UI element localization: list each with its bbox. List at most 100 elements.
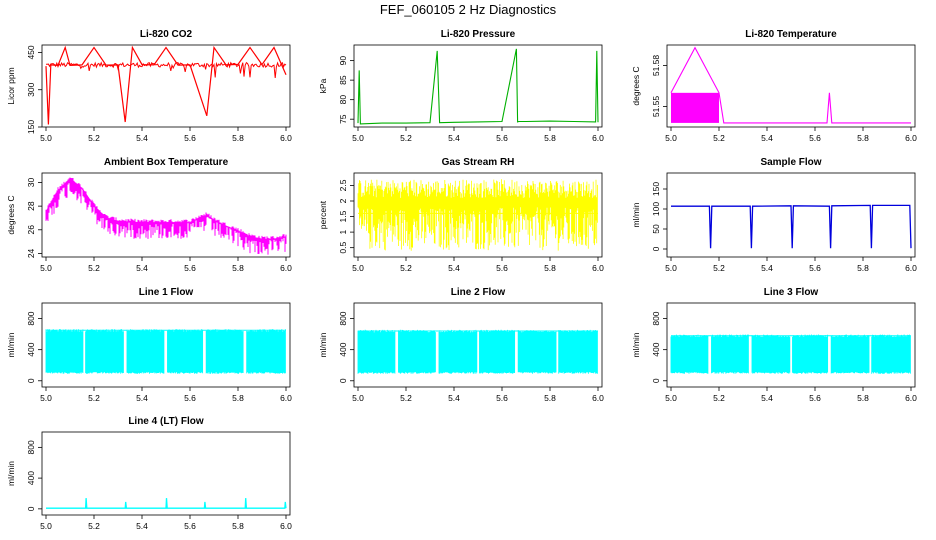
- x-tick-label: 5.4: [136, 521, 148, 531]
- y-tick-label: 85: [338, 75, 348, 85]
- y-tick-label: 300: [26, 82, 36, 96]
- x-tick-label: 5.2: [400, 393, 412, 403]
- chart-panel-1: Li-820 CO2 5.0 5.2 5.4 5.6 5.8 6.0 150 300 450 Lic…: [6, 29, 292, 143]
- chart-title: Line 2 Flow: [451, 287, 506, 298]
- flow-dense-band: [357, 329, 598, 374]
- y-tick-label: 800: [26, 440, 36, 454]
- y-tick-label: 2: [338, 198, 348, 203]
- x-tick-label: 5.8: [857, 393, 869, 403]
- figure-title: FEF_060105 2 Hz Diagnostics: [379, 2, 557, 17]
- x-tick-label: 5.0: [352, 263, 364, 273]
- x-tick-label: 5.2: [400, 133, 412, 143]
- x-tick-label: 5.0: [40, 521, 52, 531]
- chart-panel-7: Line 1 Flow 5.0 5.2 5.4 5.6 5.8 6.0 0 400 800 ml/m…: [6, 287, 292, 403]
- ambient-temp-series-line: [45, 178, 287, 240]
- x-tick-label: 5.4: [136, 133, 148, 143]
- chart-title: Line 4 (LT) Flow: [128, 416, 204, 427]
- x-tick-label: 5.8: [857, 263, 869, 273]
- x-tick-label: 5.6: [496, 263, 508, 273]
- y-tick-label: 28: [26, 201, 36, 211]
- series-group: [46, 498, 287, 509]
- series-group: [45, 45, 287, 125]
- x-tick-label: 6.0: [905, 393, 917, 403]
- x-tick-label: 5.4: [761, 393, 773, 403]
- series-group: [45, 329, 286, 374]
- chart-title: Li-820 Temperature: [745, 29, 837, 40]
- y-tick-label: 150: [651, 182, 661, 196]
- x-tick-label: 6.0: [905, 133, 917, 143]
- series-group: [671, 204, 912, 249]
- y-axis-label: ml/min: [6, 332, 16, 357]
- x-tick-label: 6.0: [592, 393, 604, 403]
- rh-noise-band: [357, 179, 598, 251]
- y-tick-label: 30: [26, 177, 36, 187]
- x-tick-label: 5.2: [713, 263, 725, 273]
- y-axis-label: Licor ppm: [6, 67, 16, 104]
- y-tick-label: 2.5: [338, 179, 348, 191]
- x-tick-label: 5.6: [809, 133, 821, 143]
- series-group: [45, 177, 287, 255]
- y-axis-label: degrees C: [6, 195, 16, 234]
- chart-panel-5: Gas Stream RH 5.0 5.2 5.4 5.6 5.8 6.0 0.5 1 1.5 2 2…: [318, 157, 604, 273]
- chart-panel-10: Line 4 (LT) Flow 5.0 5.2 5.4 5.6 5.8 6.0 0 400 80…: [6, 416, 292, 531]
- x-tick-label: 6.0: [592, 133, 604, 143]
- plot-frame: [353, 172, 603, 258]
- x-tick-label: 5.8: [232, 263, 244, 273]
- chart-title: Sample Flow: [760, 157, 821, 168]
- x-tick-label: 5.6: [496, 393, 508, 403]
- x-tick-label: 5.2: [88, 393, 100, 403]
- x-tick-label: 5.6: [496, 133, 508, 143]
- x-tick-label: 5.4: [761, 133, 773, 143]
- plot-frame: [41, 172, 291, 258]
- y-tick-label: 100: [651, 202, 661, 216]
- x-tick-label: 5.2: [88, 521, 100, 531]
- x-tick-label: 5.8: [232, 133, 244, 143]
- sample-flow-series-line: [671, 204, 912, 249]
- x-tick-label: 6.0: [592, 263, 604, 273]
- pressure-series-line: [357, 48, 599, 125]
- chart-panel-9: Line 3 Flow 5.0 5.2 5.4 5.6 5.8 6.0 0 400 800 ml/m…: [631, 287, 917, 403]
- x-tick-label: 5.4: [448, 263, 460, 273]
- y-tick-label: 400: [26, 342, 36, 356]
- plot-frame: [353, 44, 603, 128]
- y-tick-label: 80: [338, 95, 348, 105]
- chart-title: Line 3 Flow: [764, 287, 819, 298]
- y-tick-label: 1: [338, 229, 348, 234]
- x-tick-label: 5.6: [184, 263, 196, 273]
- x-tick-label: 5.2: [713, 133, 725, 143]
- x-tick-label: 5.8: [232, 393, 244, 403]
- chart-panel-6: Sample Flow 5.0 5.2 5.4 5.6 5.8 6.0 0 50 100 150 ml…: [631, 157, 917, 273]
- x-tick-label: 5.6: [184, 133, 196, 143]
- chart-title: Li-820 Pressure: [441, 29, 516, 40]
- x-tick-label: 5.8: [544, 133, 556, 143]
- y-tick-label: 90: [338, 56, 348, 66]
- series-group: [357, 48, 599, 125]
- y-axis-label: kPa: [318, 78, 328, 93]
- y-tick-label: 800: [26, 311, 36, 325]
- y-tick-label: 0: [338, 378, 348, 383]
- ambient-temp-band: [45, 177, 287, 255]
- x-tick-label: 5.8: [232, 521, 244, 531]
- y-tick-label: 0: [26, 506, 36, 511]
- x-tick-label: 5.0: [352, 393, 364, 403]
- y-tick-label: 0: [651, 246, 661, 251]
- x-tick-label: 6.0: [280, 521, 292, 531]
- x-tick-label: 5.8: [544, 263, 556, 273]
- x-tick-label: 6.0: [280, 133, 292, 143]
- plot-frame: [666, 44, 916, 128]
- x-tick-label: 6.0: [280, 263, 292, 273]
- y-tick-label: 26: [26, 225, 36, 235]
- y-tick-label: 51.55: [651, 96, 661, 118]
- flow-dense-band: [45, 329, 286, 374]
- plot-frame: [666, 302, 916, 388]
- x-tick-label: 5.4: [448, 393, 460, 403]
- x-tick-label: 5.0: [40, 263, 52, 273]
- x-tick-label: 5.4: [761, 263, 773, 273]
- plot-frame: [41, 431, 291, 516]
- x-tick-label: 5.0: [665, 393, 677, 403]
- co2-series-line: [45, 45, 287, 125]
- series-group: [357, 329, 598, 374]
- lt-flow-series-line: [46, 498, 287, 509]
- x-tick-label: 5.2: [713, 393, 725, 403]
